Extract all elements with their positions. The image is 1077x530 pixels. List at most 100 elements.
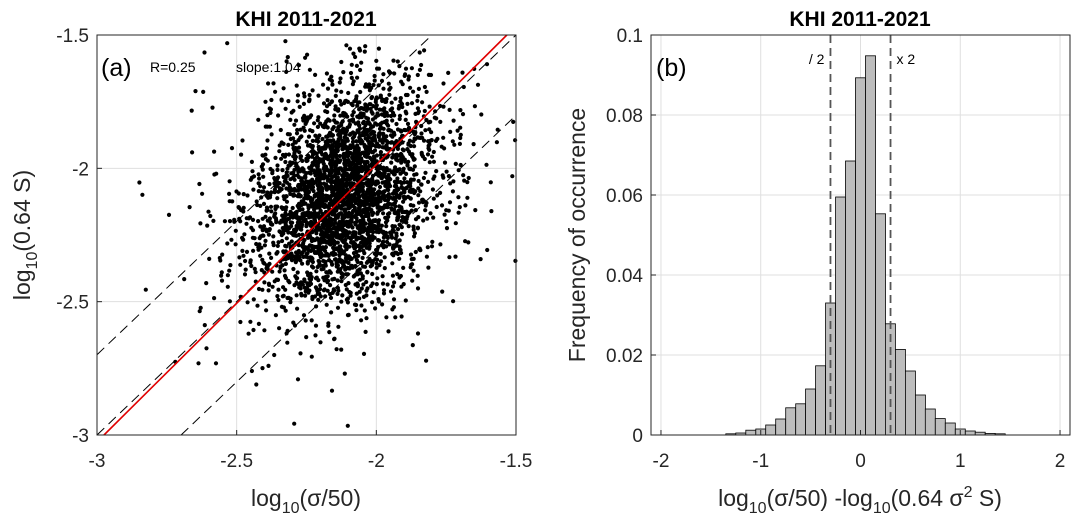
scatter-point — [339, 347, 344, 352]
scatter-point — [399, 284, 404, 289]
scatter-x-tick-label: -1.5 — [500, 451, 533, 472]
scatter-point — [362, 251, 367, 256]
scatter-point — [363, 136, 368, 141]
scatter-point — [349, 211, 355, 216]
scatter-point — [334, 128, 340, 133]
scatter-point — [277, 143, 282, 148]
histogram-y-tick-label: 0 — [632, 426, 643, 447]
scatter-point — [316, 187, 321, 192]
scatter-point — [303, 121, 308, 126]
scatter-point — [341, 172, 347, 177]
scatter-point — [249, 159, 254, 164]
scatter-point — [339, 299, 344, 304]
scatter-point — [382, 197, 388, 203]
scatter-point — [321, 166, 326, 171]
scatter-point — [352, 302, 358, 307]
scatter-point — [441, 81, 446, 86]
scatter-point — [344, 151, 349, 156]
scatter-point — [428, 211, 433, 216]
histogram-title: KHI 2011-2021 — [789, 8, 931, 31]
scatter-point — [295, 377, 301, 382]
scatter-point — [422, 108, 427, 114]
scatter-point — [269, 209, 274, 214]
scatter-point — [410, 154, 415, 159]
scatter-point — [335, 263, 340, 268]
scatter-point — [408, 85, 413, 90]
histogram-bar — [745, 429, 757, 436]
scatter-point — [392, 179, 397, 184]
scatter-point — [296, 281, 301, 287]
scatter-panel-label: (a) — [101, 54, 132, 82]
scatter-point — [377, 131, 382, 136]
scatter-point — [438, 242, 443, 247]
scatter-x-tick-label: -2 — [368, 451, 385, 472]
scatter-point — [390, 227, 395, 232]
scatter-point — [378, 190, 383, 195]
scatter-point — [353, 282, 358, 287]
scatter-point — [373, 218, 378, 223]
scatter-point — [323, 294, 328, 299]
scatter-point — [409, 101, 415, 106]
scatter-point — [296, 63, 301, 68]
scatter-point — [277, 269, 282, 274]
scatter-point — [283, 261, 288, 266]
scatter-point — [325, 98, 330, 103]
scatter-point — [425, 245, 430, 250]
scatter-point — [365, 165, 370, 170]
scatter-point — [471, 142, 476, 147]
scatter-point — [357, 126, 363, 131]
scatter-point — [241, 237, 246, 242]
scatter-point — [293, 257, 298, 262]
scatter-point — [361, 225, 366, 230]
scatter-point — [351, 244, 356, 249]
scatter-point — [434, 169, 439, 174]
scatter-point — [295, 270, 300, 275]
histogram-x-tick-label: 0 — [855, 451, 866, 472]
scatter-point — [316, 297, 321, 302]
scatter-point — [370, 225, 375, 230]
scatter-point — [273, 155, 278, 160]
scatter-point — [364, 154, 369, 159]
scatter-point — [284, 236, 289, 241]
scatter-point — [390, 261, 395, 266]
scatter-point — [416, 200, 422, 205]
scatter-point — [352, 177, 357, 182]
histogram-bar — [865, 55, 876, 436]
scatter-point — [329, 259, 334, 265]
scatter-point — [409, 66, 414, 71]
scatter-point — [292, 233, 297, 238]
scatter-point — [433, 109, 438, 114]
scatter-point — [258, 203, 263, 208]
scatter-point — [345, 221, 350, 227]
scatter-point — [322, 287, 327, 292]
scatter-point — [288, 255, 293, 260]
scatter-point — [405, 163, 410, 168]
scatter-point — [388, 113, 394, 119]
scatter-point — [227, 219, 233, 224]
scatter-point — [341, 202, 346, 208]
scatter-point — [349, 75, 354, 80]
scatter-point — [377, 107, 382, 112]
scatter-point — [397, 244, 402, 249]
scatter-point — [365, 270, 370, 275]
scatter-point — [321, 258, 326, 263]
scatter-point — [281, 285, 286, 290]
scatter-point — [315, 164, 320, 169]
scatter-point — [412, 231, 417, 236]
scatter-point — [402, 209, 407, 215]
scatter-point — [364, 279, 369, 285]
scatter-point — [263, 238, 268, 243]
scatter-point — [337, 166, 342, 171]
scatter-point — [387, 127, 392, 133]
scatter-point — [444, 226, 450, 231]
scatter-point — [381, 72, 386, 77]
scatter-point — [358, 89, 363, 95]
scatter-point — [370, 194, 375, 199]
scatter-point — [253, 270, 258, 275]
histogram-y-axis-label: Frequency of occurrence — [564, 108, 590, 362]
scatter-point — [307, 288, 312, 293]
scatter-point — [329, 222, 334, 227]
scatter-point — [329, 236, 334, 241]
scatter-point — [201, 89, 206, 94]
scatter-point — [408, 188, 413, 193]
